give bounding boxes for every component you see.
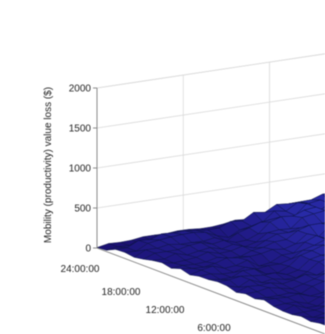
x-tick-label: 12:00:00 (146, 305, 185, 316)
x-axis-line (96, 247, 325, 334)
grid-line-left-wall (96, 133, 325, 169)
z-tick-label: 0 (85, 244, 91, 255)
x-tick-label: 18:00:00 (102, 287, 141, 298)
z-axis-ticks: 0 500 1000 1500 2000 (69, 84, 97, 255)
surface-facet (310, 317, 325, 324)
z-tick-label: 2000 (69, 84, 92, 95)
grid (96, 53, 325, 249)
x-tick-label: 6:00:00 (197, 323, 231, 334)
surface (96, 193, 325, 326)
z-tick-label: 1500 (69, 124, 92, 135)
x-tick-label: 24:00:00 (61, 264, 100, 275)
surface-facet (318, 258, 325, 267)
grid-line-left-wall (96, 173, 325, 209)
grid-line-left-wall (96, 93, 325, 129)
z-tick-label: 1000 (69, 164, 92, 175)
z-axis-title: Mobility (productivity) value loss ($) (43, 87, 54, 243)
z-tick-label: 500 (74, 204, 91, 215)
surface-facet (319, 322, 325, 326)
grid-line-top-edge (96, 53, 325, 89)
x-axis-ticks: 24:00:00 18:00:00 12:00:00 6:00:00 (61, 264, 232, 334)
surface-facet (319, 293, 325, 299)
grid-line-left-wall (96, 53, 325, 89)
